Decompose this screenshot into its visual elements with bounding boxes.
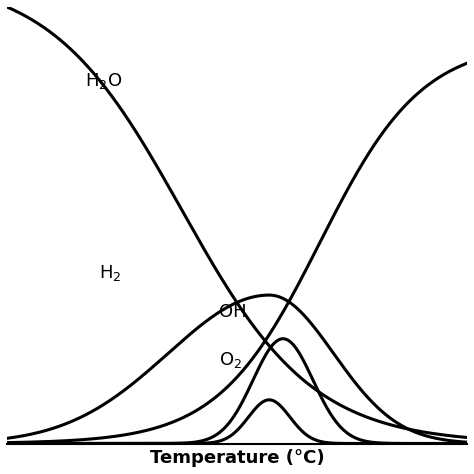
Text: O$_2$: O$_2$ <box>219 350 242 370</box>
Text: H$_2$O: H$_2$O <box>85 71 122 91</box>
Text: OH: OH <box>219 303 246 321</box>
X-axis label: Temperature (°C): Temperature (°C) <box>150 449 324 467</box>
Text: H$_2$: H$_2$ <box>99 263 121 283</box>
